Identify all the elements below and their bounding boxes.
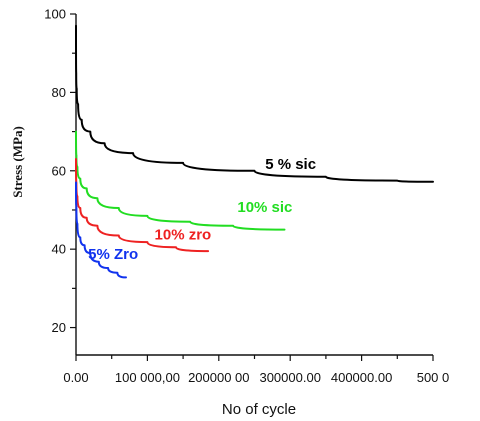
x-tick-label: 0.00 xyxy=(63,370,88,385)
y-tick-label: 100 xyxy=(44,7,66,22)
x-tick-label: 100 000,00 xyxy=(115,370,180,385)
series-label: 5 % sic xyxy=(265,156,316,173)
x-tick-label: 500 0 xyxy=(417,370,450,385)
y-tick-label: 40 xyxy=(52,242,66,257)
series-label: 5% Zro xyxy=(88,246,138,263)
x-axis-title: No of cycle xyxy=(222,401,296,418)
x-tick-label: 300000.00 xyxy=(259,370,320,385)
y-tick-label: 80 xyxy=(52,85,66,100)
x-tick-label: 200000 00 xyxy=(188,370,249,385)
label-layer: 5 % sic 10% sic 10% zro 5% Zro xyxy=(88,156,316,263)
series-line xyxy=(75,181,127,279)
series-layer xyxy=(75,24,434,279)
y-tick-label: 60 xyxy=(52,163,66,178)
series-line xyxy=(75,24,434,183)
y-tick-label: 20 xyxy=(52,320,66,335)
y-axis: 20 40 60 80 100 xyxy=(44,7,77,355)
series-label: 10% zro xyxy=(155,226,212,243)
x-tick-label: 400000.00 xyxy=(331,370,392,385)
y-axis-title: Stress (MPa) xyxy=(10,126,25,198)
series-label: 10% sic xyxy=(237,199,292,216)
x-axis: 0.00 100 000,00 200000 00 300000.00 400000.0… xyxy=(63,354,450,385)
